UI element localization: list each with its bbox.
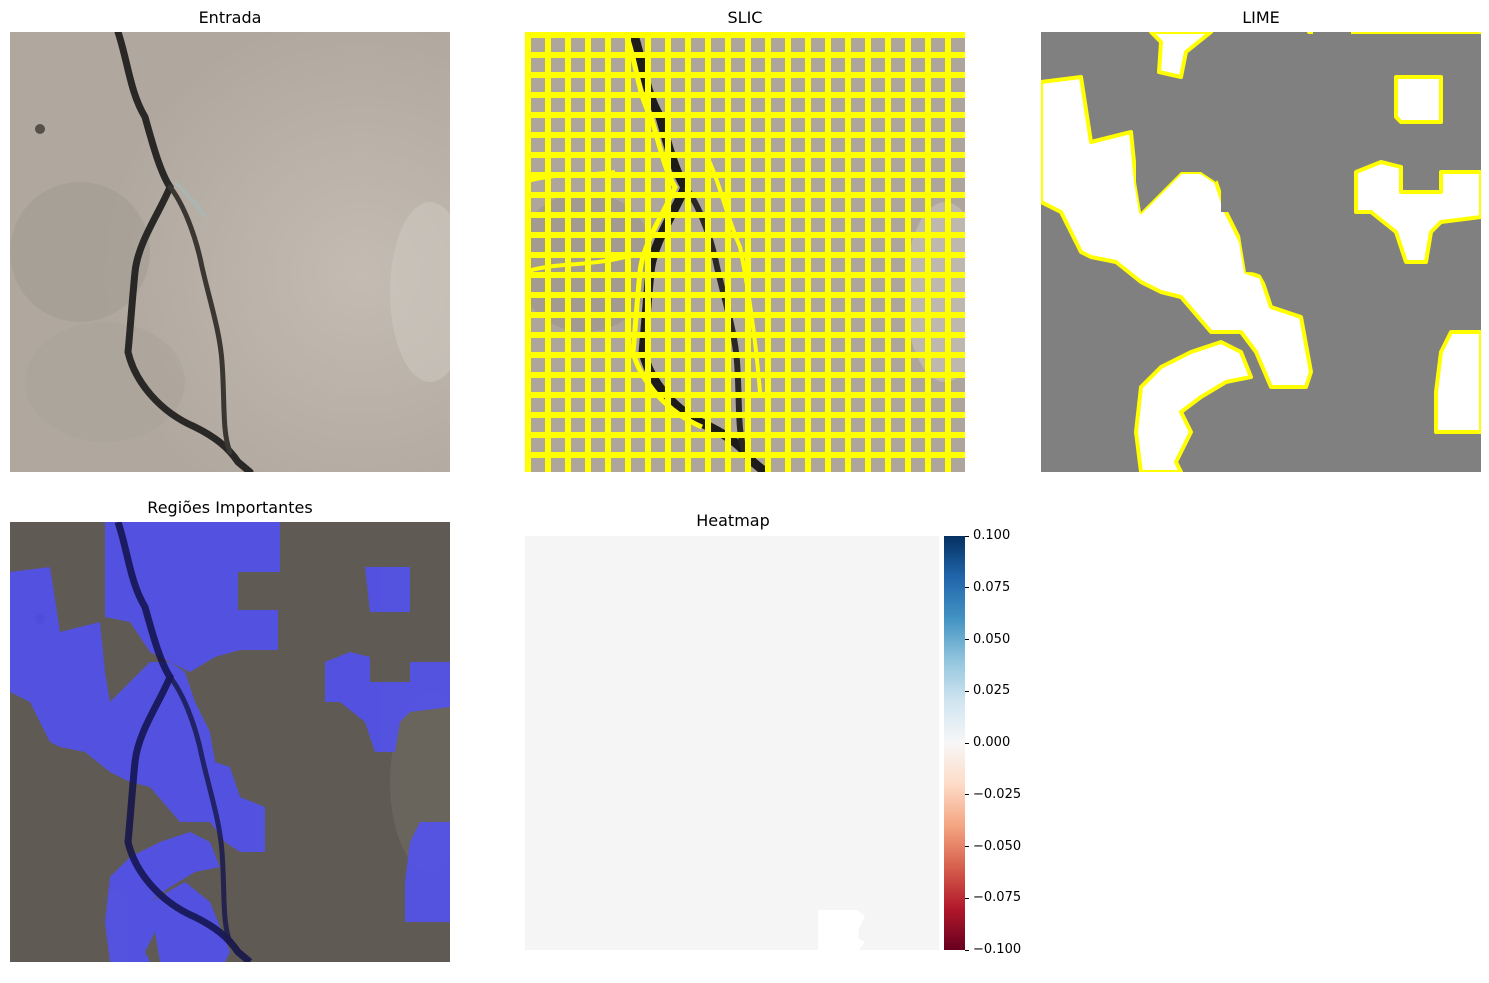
colorbar-tick-label: −0.075 bbox=[973, 890, 1022, 906]
slic-image bbox=[525, 32, 965, 472]
colorbar-tick-label: 0.050 bbox=[973, 631, 1011, 647]
colorbar-tick-mark bbox=[965, 949, 969, 951]
colorbar-tick-mark bbox=[965, 587, 969, 589]
colorbar-tick-label: −0.050 bbox=[973, 838, 1022, 854]
heatmap-image bbox=[525, 536, 939, 950]
colorbar-tick-label: 0.000 bbox=[973, 735, 1011, 750]
panel-title-slic: SLIC bbox=[727, 8, 763, 27]
panel-title-regioes: Regiões Importantes bbox=[147, 498, 313, 517]
colorbar-tick-label: 0.075 bbox=[973, 579, 1011, 595]
colorbar-tick-mark bbox=[965, 846, 969, 847]
colorbar-tick-mark bbox=[965, 742, 969, 744]
colorbar-tick-label: −0.025 bbox=[973, 786, 1022, 802]
entrada-image bbox=[10, 32, 450, 472]
colorbar-tick-mark bbox=[965, 794, 969, 796]
colorbar-tick-label: 0.100 bbox=[973, 528, 1011, 543]
colorbar-tick-mark bbox=[965, 639, 969, 640]
colorbar-tick-mark bbox=[965, 535, 969, 537]
regioes-importantes-image bbox=[10, 522, 450, 962]
colorbar-tick-mark bbox=[965, 897, 969, 899]
panel-title-entrada: Entrada bbox=[198, 8, 262, 27]
panel-title-lime: LIME bbox=[1242, 8, 1280, 27]
panel-title-heatmap: Heatmap bbox=[696, 511, 770, 530]
heatmap-colorbar bbox=[944, 536, 966, 950]
colorbar-tick-label: −0.100 bbox=[973, 942, 1022, 957]
colorbar-tick-mark bbox=[965, 690, 969, 692]
lime-mask bbox=[1041, 32, 1481, 472]
colorbar-tick-label: 0.025 bbox=[973, 683, 1011, 699]
